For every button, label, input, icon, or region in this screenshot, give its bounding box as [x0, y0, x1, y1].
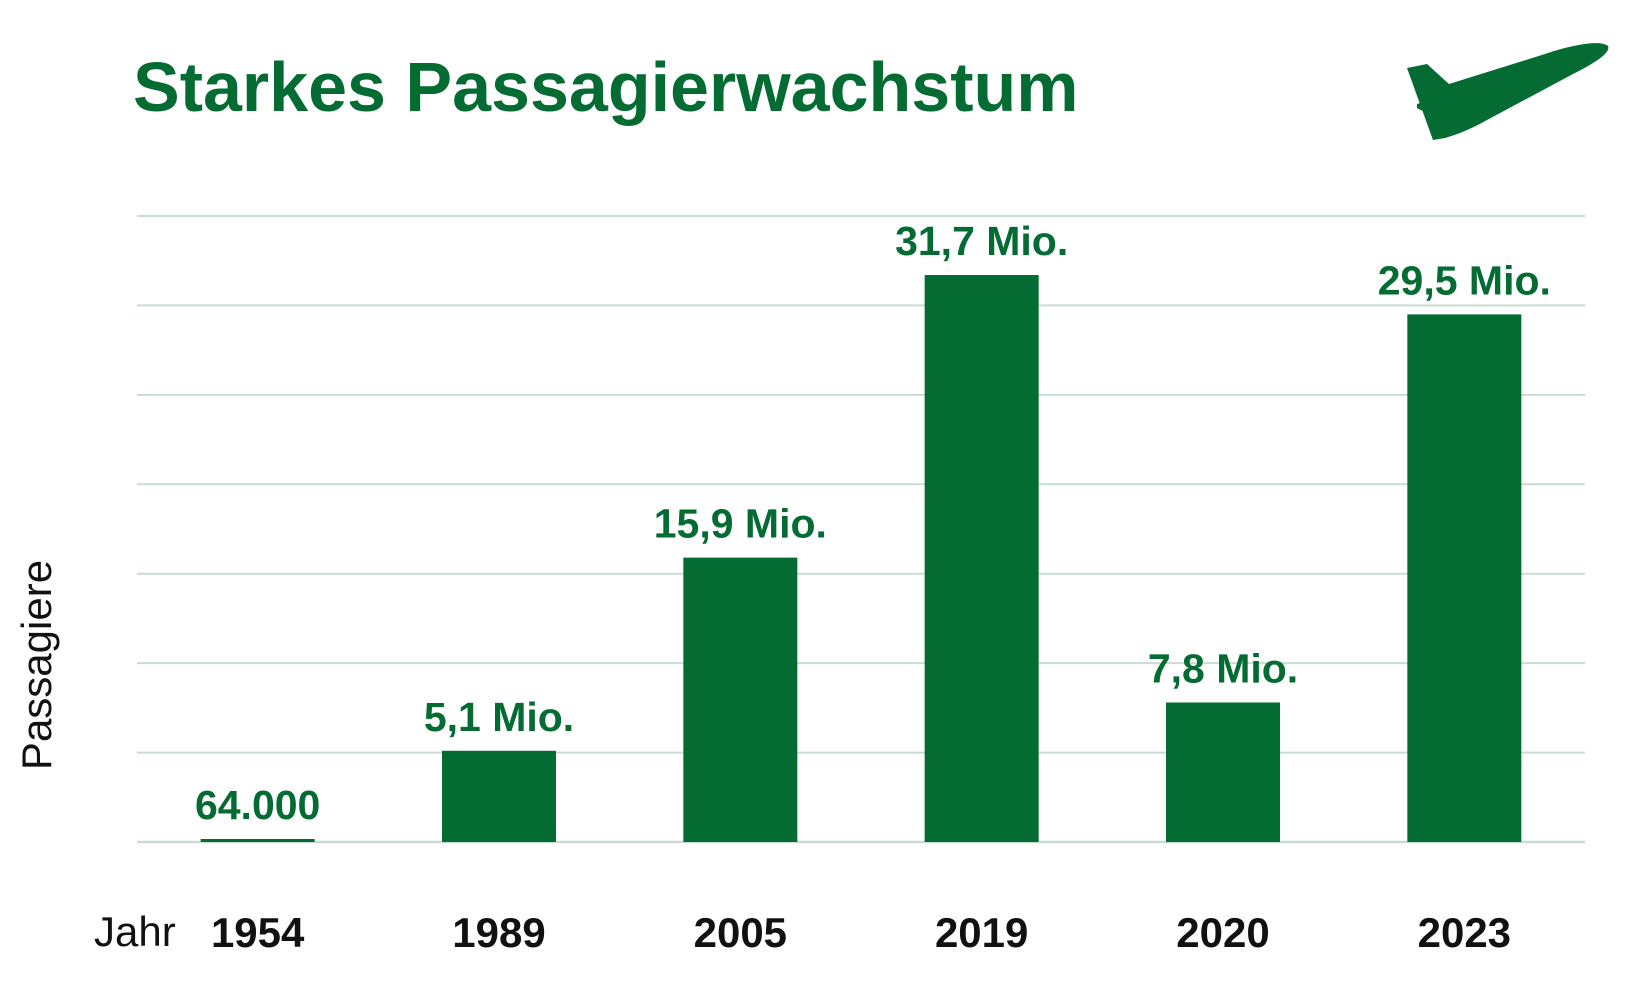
data-label-2005: 15,9 Mio. — [654, 501, 827, 547]
bar-2020 — [1166, 702, 1280, 842]
data-label-1989: 5,1 Mio. — [424, 694, 574, 740]
bar-2005 — [683, 557, 798, 842]
data-label-2023: 29,5 Mio. — [1378, 257, 1551, 303]
data-label-2020: 7,8 Mio. — [1148, 645, 1298, 691]
airplane-takeoff-icon — [1407, 43, 1609, 140]
bar-1954 — [200, 839, 315, 842]
x-tick-label-1954: 1954 — [211, 909, 305, 956]
x-tick-label-2005: 2005 — [694, 909, 787, 956]
x-tick-label-2023: 2023 — [1418, 909, 1511, 956]
data-label-1954: 64.000 — [195, 782, 320, 828]
x-tick-label-2020: 2020 — [1176, 909, 1269, 956]
bar-1989 — [442, 750, 556, 842]
x-tick-label-1989: 1989 — [452, 909, 545, 956]
bar-2019 — [924, 275, 1039, 843]
data-label-2019: 31,7 Mio. — [895, 218, 1068, 264]
bar-2023 — [1407, 314, 1522, 842]
x-axis-label: Jahr — [94, 908, 176, 955]
x-tick-label-2019: 2019 — [935, 909, 1028, 956]
y-axis-label: Passagiere — [13, 559, 60, 771]
chart-title: Starkes Passagierwachstum — [133, 48, 1079, 126]
